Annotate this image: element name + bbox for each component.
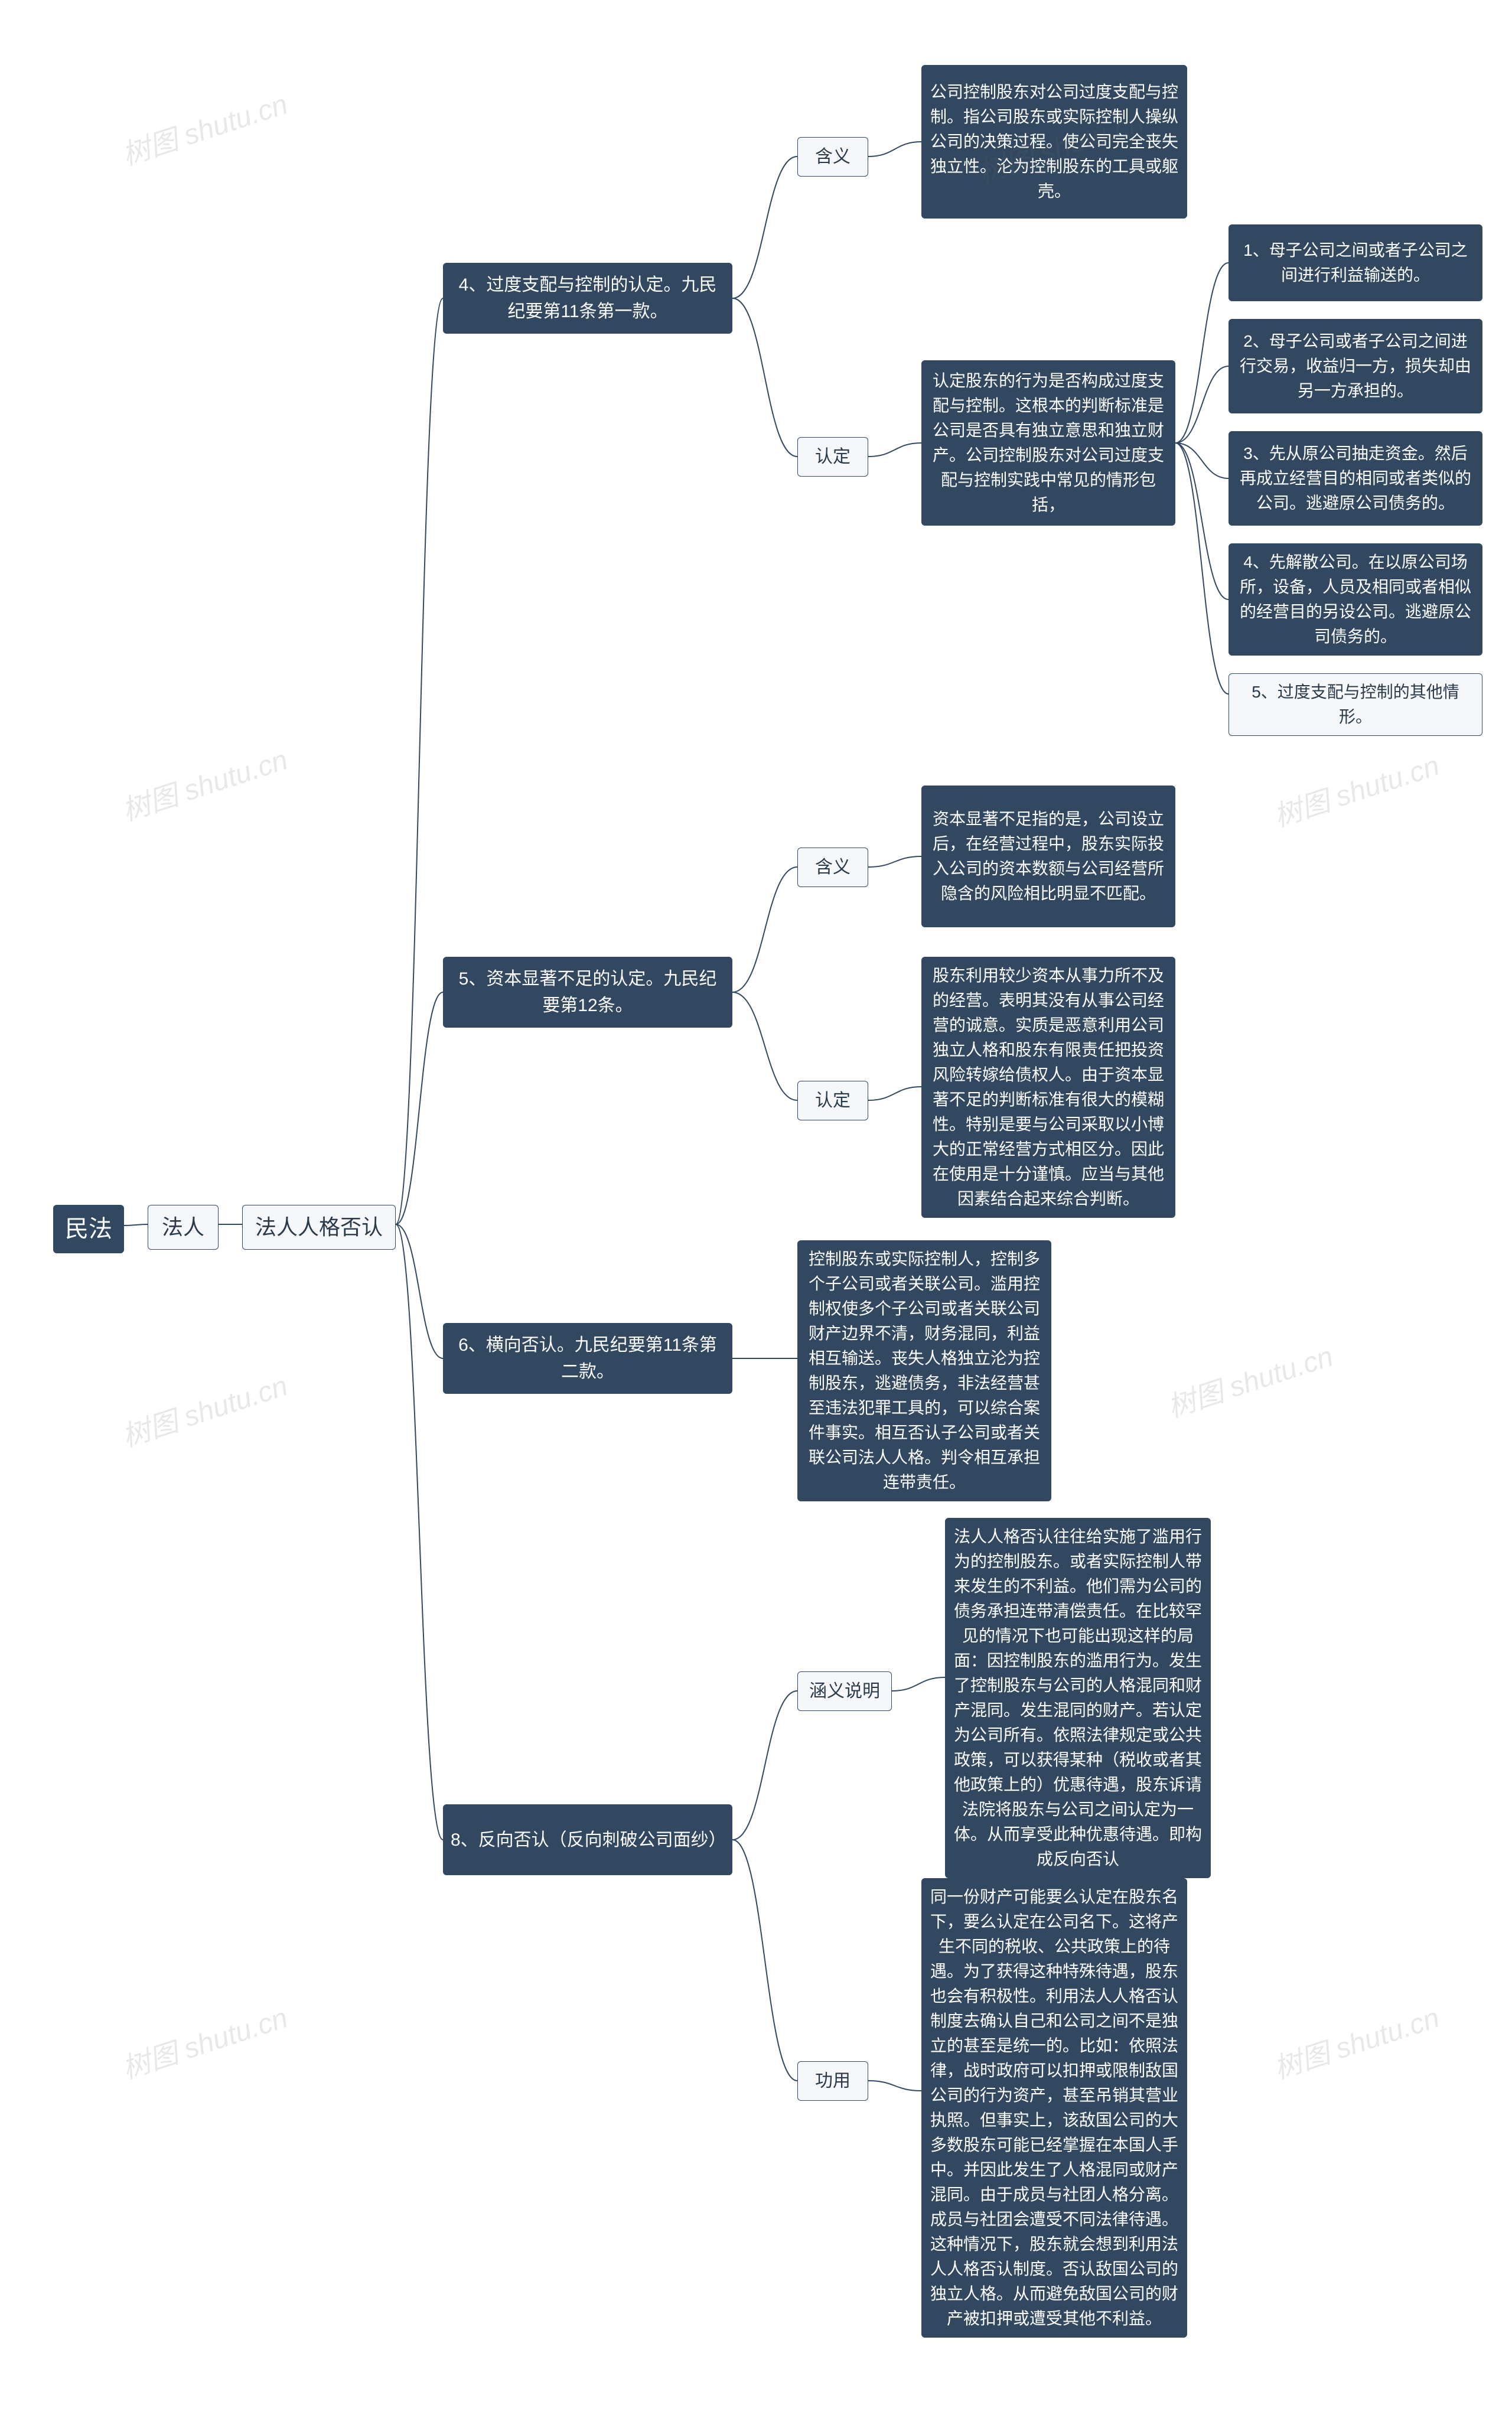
node-b8b: 功用	[797, 2061, 868, 2101]
node-i1: 1、母子公司之间或者子公司之间进行利益输送的。	[1228, 224, 1482, 301]
node-b4a: 含义	[797, 137, 868, 177]
watermark: 树图 shutu.cn	[116, 81, 292, 173]
node-i2: 2、母子公司或者子公司之间进行交易，收益归一方，损失却由另一方承担的。	[1228, 319, 1482, 413]
node-n0: 民法	[53, 1205, 124, 1253]
node-b8a1: 法人人格否认往往给实施了滥用行为的控制股东。或者实际控制人带来发生的不利益。他们…	[945, 1518, 1211, 1878]
watermark: 树图 shutu.cn	[1267, 1994, 1443, 2087]
mindmap-canvas: 民法法人法人人格否认4、过度支配与控制的认定。九民纪要第11条第一款。含义公司控…	[0, 0, 1512, 2428]
node-b5b1: 股东利用较少资本从事力所不及的经营。表明其没有从事公司经营的诚意。实质是恶意利用…	[921, 957, 1175, 1218]
node-b4a1: 公司控制股东对公司过度支配与控制。指公司股东或实际控制人操纵公司的决策过程。使公…	[921, 65, 1187, 219]
node-b4: 4、过度支配与控制的认定。九民纪要第11条第一款。	[443, 263, 732, 334]
node-b5a: 含义	[797, 848, 868, 887]
node-b4b1: 认定股东的行为是否构成过度支配与控制。这根本的判断标准是公司是否具有独立意思和独…	[921, 360, 1175, 526]
node-b5a1: 资本显著不足指的是，公司设立后，在经营过程中，股东实际投入公司的资本数额与公司经…	[921, 786, 1175, 927]
watermark: 树图 shutu.cn	[1267, 742, 1443, 835]
node-i3: 3、先从原公司抽走资金。然后再成立经营目的相同或者类似的公司。逃避原公司债务的。	[1228, 431, 1482, 526]
node-b8b1: 同一份财产可能要么认定在股东名下，要么认定在公司名下。这将产生不同的税收、公共政…	[921, 1878, 1187, 2338]
node-b6: 6、横向否认。九民纪要第11条第二款。	[443, 1323, 732, 1394]
node-b4b: 认定	[797, 437, 868, 477]
node-i5: 5、过度支配与控制的其他情形。	[1228, 673, 1482, 736]
watermark: 树图 shutu.cn	[116, 736, 292, 829]
watermark: 树图 shutu.cn	[116, 1363, 292, 1455]
node-b8: 8、反向否认（反向刺破公司面纱）	[443, 1804, 732, 1875]
node-i4: 4、先解散公司。在以原公司场所，设备，人员及相同或者相似的经营目的另设公司。逃避…	[1228, 543, 1482, 656]
node-b5: 5、资本显著不足的认定。九民纪要第12条。	[443, 957, 732, 1028]
node-n2: 法人人格否认	[242, 1205, 396, 1250]
watermark: 树图 shutu.cn	[116, 1994, 292, 2087]
watermark: 树图 shutu.cn	[1161, 1333, 1337, 1425]
node-b6d: 控制股东或实际控制人，控制多个子公司或者关联公司。滥用控制权使多个子公司或者关联…	[797, 1240, 1051, 1501]
node-n1: 法人	[148, 1205, 219, 1250]
node-b8a: 涵义说明	[797, 1671, 892, 1711]
node-b5b: 认定	[797, 1081, 868, 1120]
